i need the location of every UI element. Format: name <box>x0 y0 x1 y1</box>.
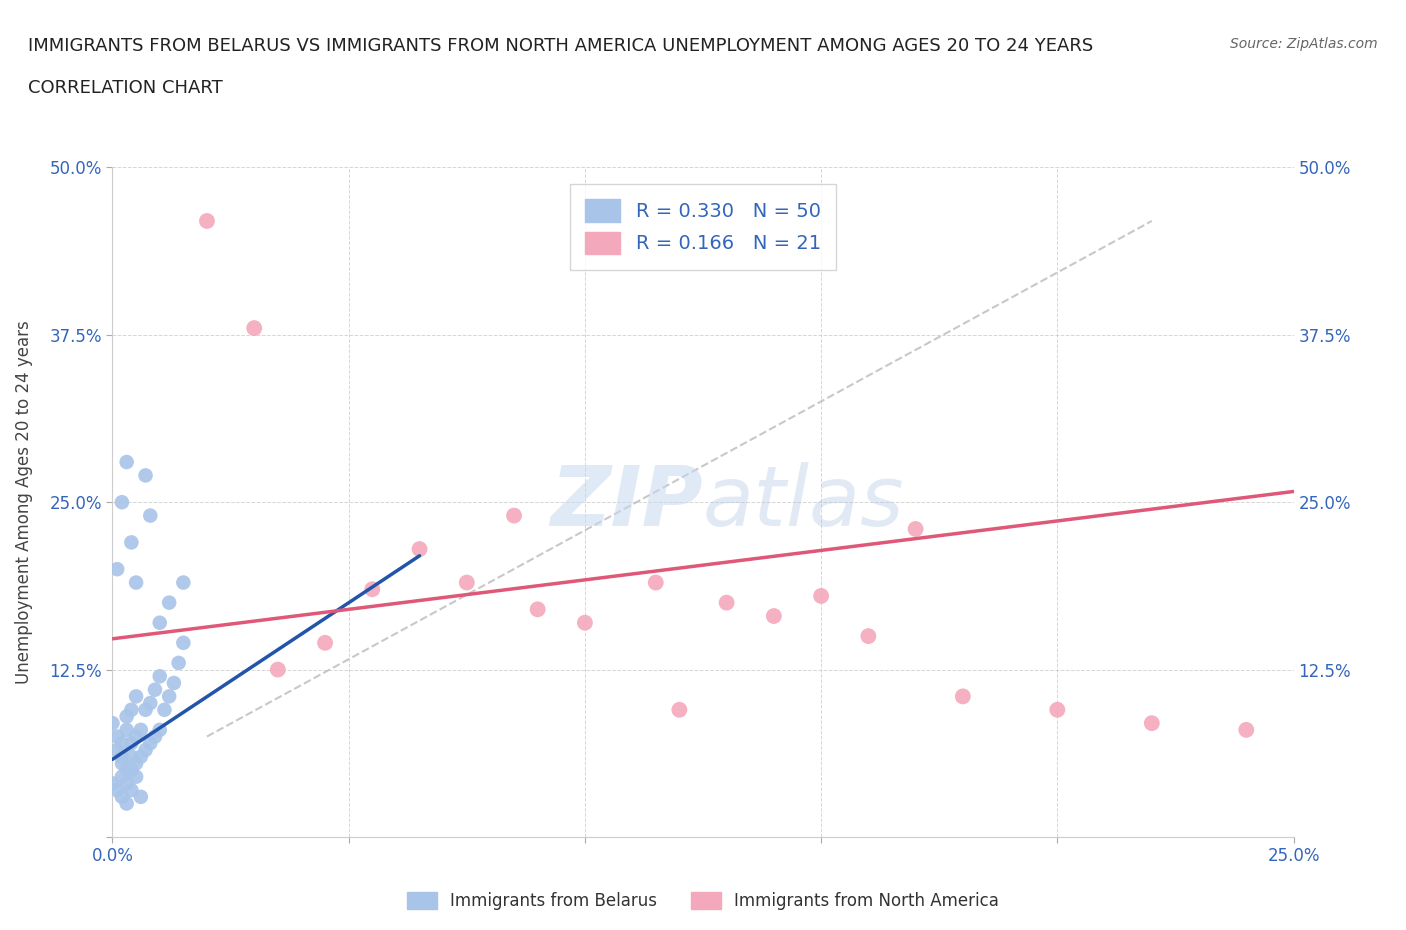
Text: Source: ZipAtlas.com: Source: ZipAtlas.com <box>1230 37 1378 51</box>
Point <box>361 582 384 597</box>
Point <box>115 776 138 790</box>
Point <box>125 756 148 771</box>
Point <box>111 790 134 804</box>
Legend: Immigrants from Belarus, Immigrants from North America: Immigrants from Belarus, Immigrants from… <box>401 885 1005 917</box>
Point <box>115 763 138 777</box>
Text: IMMIGRANTS FROM BELARUS VS IMMIGRANTS FROM NORTH AMERICA UNEMPLOYMENT AMONG AGES: IMMIGRANTS FROM BELARUS VS IMMIGRANTS FR… <box>28 37 1094 55</box>
Point <box>135 742 157 757</box>
Point <box>105 729 128 744</box>
Point <box>111 495 134 510</box>
Point <box>105 783 128 798</box>
Point <box>135 468 157 483</box>
Point <box>149 723 172 737</box>
Point <box>139 508 162 523</box>
Point <box>143 683 166 698</box>
Text: ZIP: ZIP <box>550 461 703 543</box>
Point <box>668 702 690 717</box>
Point <box>135 702 157 717</box>
Point <box>129 790 152 804</box>
Text: CORRELATION CHART: CORRELATION CHART <box>28 79 224 97</box>
Point <box>120 783 142 798</box>
Point <box>125 769 148 784</box>
Point <box>149 616 172 631</box>
Y-axis label: Unemployment Among Ages 20 to 24 years: Unemployment Among Ages 20 to 24 years <box>15 320 32 684</box>
Point <box>1234 723 1257 737</box>
Point <box>314 635 336 650</box>
Point <box>952 689 974 704</box>
Point <box>157 595 180 610</box>
Point <box>101 716 124 731</box>
Point <box>243 321 266 336</box>
Point <box>163 675 186 690</box>
Text: atlas: atlas <box>703 461 904 543</box>
Point <box>195 214 218 229</box>
Point <box>456 575 478 590</box>
Point <box>172 635 194 650</box>
Point <box>574 616 596 631</box>
Point <box>267 662 290 677</box>
Point <box>120 736 142 751</box>
Point <box>125 729 148 744</box>
Point <box>904 522 927 537</box>
Point <box>526 602 548 617</box>
Point <box>503 508 526 523</box>
Point <box>143 729 166 744</box>
Point <box>101 776 124 790</box>
Point <box>120 535 142 550</box>
Point <box>172 575 194 590</box>
Point <box>105 742 128 757</box>
Point <box>115 455 138 470</box>
Legend: R = 0.330   N = 50, R = 0.166   N = 21: R = 0.330 N = 50, R = 0.166 N = 21 <box>569 184 837 270</box>
Point <box>111 736 134 751</box>
Point <box>125 689 148 704</box>
Point <box>644 575 666 590</box>
Point <box>120 763 142 777</box>
Point <box>129 750 152 764</box>
Point <box>129 723 152 737</box>
Point <box>157 689 180 704</box>
Point <box>115 796 138 811</box>
Point <box>111 756 134 771</box>
Point <box>1140 716 1163 731</box>
Point <box>408 541 430 556</box>
Point <box>125 575 148 590</box>
Point <box>105 562 128 577</box>
Point <box>858 629 880 644</box>
Point <box>115 709 138 724</box>
Point <box>153 702 176 717</box>
Point <box>810 589 832 604</box>
Point <box>111 750 134 764</box>
Point <box>762 608 785 623</box>
Point <box>1046 702 1069 717</box>
Point <box>139 736 162 751</box>
Point <box>111 769 134 784</box>
Point <box>716 595 738 610</box>
Point <box>167 656 190 671</box>
Point <box>115 723 138 737</box>
Point <box>149 669 172 684</box>
Point <box>139 696 162 711</box>
Point <box>120 702 142 717</box>
Point <box>120 750 142 764</box>
